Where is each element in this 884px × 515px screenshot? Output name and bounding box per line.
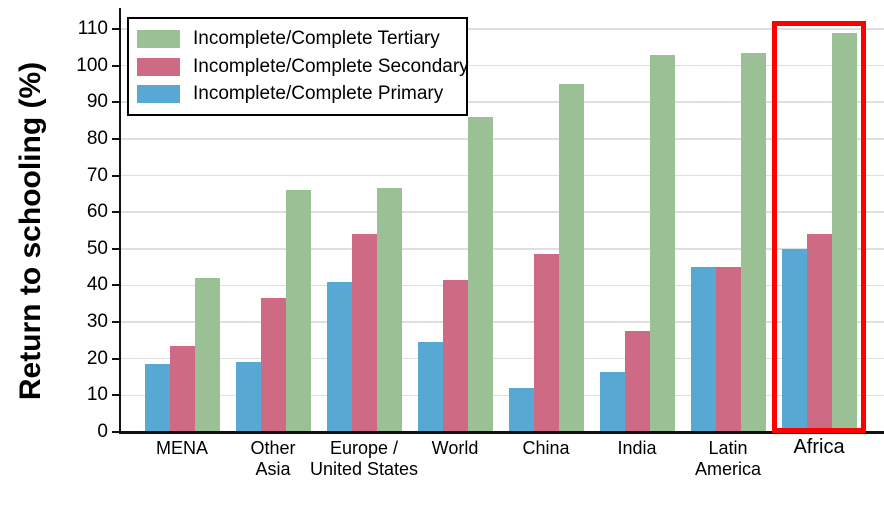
- bar-primary-europe-united-states: [326, 281, 352, 432]
- bar-tertiary-europe-united-states: [376, 188, 402, 432]
- gridline-50: [121, 248, 884, 250]
- highlight-rect-africa: [772, 21, 866, 433]
- bar-primary-china: [508, 388, 534, 432]
- x-label-india: India: [617, 438, 657, 458]
- y-tick-label-30: 30: [86, 311, 108, 333]
- bar-primary-world: [417, 342, 443, 432]
- bar-tertiary-india: [649, 54, 675, 432]
- y-axis-title: Return to schooling (%): [14, 61, 47, 401]
- y-tick-label-100: 100: [76, 54, 108, 76]
- x-label-mena: MENA: [155, 438, 208, 458]
- gridline-40: [121, 284, 884, 287]
- gridline-10: [121, 394, 884, 397]
- bar-secondary-africa: [806, 234, 832, 432]
- y-tick-110: [112, 27, 119, 30]
- y-tick-label-10: 10: [86, 384, 108, 406]
- x-label-world: World: [431, 438, 479, 458]
- bar-secondary-latin-america: [715, 267, 741, 432]
- bar-tertiary-africa: [831, 32, 857, 432]
- y-tick-label-0: 0: [97, 421, 108, 442]
- gridline-110: [121, 28, 884, 30]
- bar-tertiary-world: [467, 116, 493, 432]
- y-tick-30: [112, 321, 119, 324]
- y-tick-10: [112, 394, 119, 397]
- y-tick-label-70: 70: [86, 164, 108, 186]
- gridline-100: [121, 64, 884, 67]
- bar-primary-other-asia: [235, 362, 261, 432]
- bar-primary-africa: [781, 248, 807, 432]
- legend-item-primary: Incomplete/Complete Primary: [137, 83, 466, 105]
- legend-swatch-secondary: [137, 57, 180, 76]
- y-tick-label-50: 50: [86, 237, 108, 259]
- x-label-china: China: [522, 438, 570, 458]
- y-tick-label-110: 110: [77, 17, 108, 39]
- legend-item-secondary: Incomplete/Complete Secondary: [137, 55, 469, 78]
- bar-primary-latin-america: [690, 267, 716, 432]
- y-tick-70: [112, 174, 119, 177]
- y-tick-20: [112, 357, 119, 360]
- bar-tertiary-mena: [194, 278, 220, 432]
- y-tick-50: [112, 247, 119, 250]
- y-tick-label-60: 60: [86, 201, 108, 223]
- legend-label: Incomplete/Complete Tertiary: [193, 27, 440, 49]
- gridline-80: [121, 138, 884, 140]
- x-axis-line: [119, 431, 884, 434]
- y-tick-0: [112, 431, 119, 433]
- bar-secondary-other-asia: [260, 298, 286, 432]
- legend-label: Incomplete/Complete Secondary: [193, 55, 469, 77]
- x-label-latin-america: Latin America: [694, 438, 761, 479]
- gridline-30: [121, 321, 884, 323]
- bar-secondary-china: [533, 254, 559, 432]
- y-tick-label-20: 20: [86, 347, 108, 369]
- legend-item-tertiary: Incomplete/Complete Tertiary: [137, 28, 466, 50]
- y-tick-60: [112, 211, 119, 214]
- gridline-20: [121, 357, 884, 360]
- y-tick-label-40: 40: [86, 274, 108, 296]
- legend-swatch-primary: [137, 85, 180, 104]
- y-axis-line: [119, 8, 121, 434]
- y-tick-80: [112, 137, 119, 140]
- bar-primary-india: [599, 371, 625, 432]
- y-tick-40: [112, 284, 119, 287]
- legend: Incomplete/Complete Tertiary Incomplete/C…: [127, 17, 469, 116]
- gridline-90: [121, 101, 884, 103]
- x-label-other-asia: Other Asia: [250, 438, 296, 479]
- legend-label: Incomplete/Complete Primary: [193, 83, 444, 105]
- y-tick-90: [112, 101, 119, 104]
- gridline-60: [121, 211, 884, 213]
- y-tick-label-90: 90: [86, 91, 108, 113]
- x-label-europe-united-states: Europe / United States: [309, 438, 419, 479]
- bar-secondary-europe-united-states: [351, 234, 377, 432]
- y-tick-100: [112, 64, 119, 67]
- bar-tertiary-latin-america: [740, 52, 766, 432]
- y-tick-label-80: 80: [86, 127, 108, 149]
- bar-primary-mena: [144, 364, 170, 432]
- bar-secondary-world: [442, 279, 468, 432]
- bar-secondary-mena: [169, 345, 195, 432]
- gridline-70: [121, 174, 884, 177]
- x-label-africa: Africa: [793, 436, 845, 458]
- legend-swatch-tertiary: [137, 29, 180, 48]
- bar-tertiary-other-asia: [285, 190, 311, 432]
- bar-tertiary-china: [558, 83, 584, 432]
- bar-secondary-india: [624, 331, 650, 432]
